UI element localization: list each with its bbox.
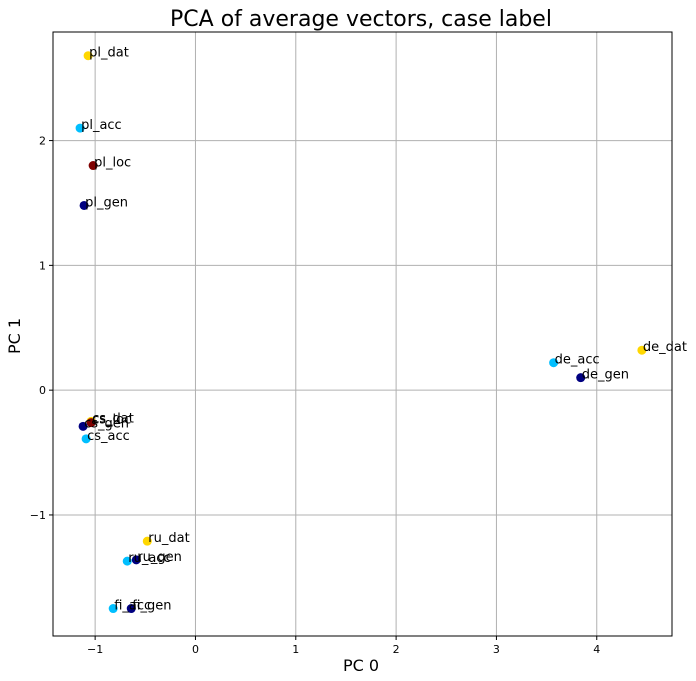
point-label-ru-gen: ru_gen [137, 550, 182, 565]
data-point-cs-gen [78, 421, 88, 431]
data-point-fi-acc [108, 604, 118, 614]
point-label-pl-dat: pl_dat [89, 46, 129, 61]
point-label-fi-gen: fi_gen [132, 599, 171, 614]
plot-area [52, 31, 673, 637]
point-label-ru-acc: ru_acc [128, 551, 170, 566]
point-label-de-dat: de_dat [643, 340, 687, 355]
data-point-pl-acc [75, 123, 85, 133]
x-tick-label: 4 [593, 643, 600, 656]
point-label-pl-gen: pl_gen [85, 195, 128, 210]
x-axis-title: PC 0 [343, 656, 379, 675]
y-tick-label: −1 [30, 509, 46, 522]
x-tick-label: 2 [393, 643, 400, 656]
y-tick-label: 0 [39, 384, 46, 397]
data-point-pl-loc [88, 161, 98, 171]
y-axis-title: PC 1 [5, 318, 24, 354]
data-point-fi-gen [126, 604, 136, 614]
point-label-de-acc: de_acc [555, 353, 600, 368]
x-tick-label: 3 [493, 643, 500, 656]
grid-lines [53, 32, 672, 636]
data-point-pl-gen [79, 200, 89, 210]
y-tick-label: 1 [39, 259, 46, 272]
x-tick-label: 0 [192, 643, 199, 656]
data-point-ru-dat [142, 536, 152, 546]
data-point-cs-loc [86, 418, 96, 428]
point-label-cs-acc: cs_acc [87, 429, 130, 444]
data-point-de-gen [576, 373, 586, 383]
data-point-pl-dat [83, 51, 93, 61]
point-label-cs-loc: cs_loc [92, 413, 131, 428]
data-point-cs-acc [81, 434, 91, 444]
point-label-pl-acc: pl_acc [81, 118, 122, 133]
chart-title: PCA of average vectors, case label [170, 7, 552, 32]
y-tick-label: 2 [39, 135, 46, 148]
point-label-cs-gen: cs_gen [84, 416, 129, 431]
data-point-de-acc [549, 358, 559, 368]
data-point-de-dat [637, 345, 647, 355]
point-label-de-gen: de_gen [582, 368, 629, 383]
data-points [75, 51, 647, 614]
point-label-fi-acc: fi_acc [114, 599, 151, 614]
axis-ticks: −1 0 1 2 3 4 −1 0 1 2 [30, 135, 600, 656]
point-labels: pl_dat pl_acc pl_loc pl_gen de_dat de_accde_g… [81, 46, 687, 614]
x-tick-label: 1 [292, 643, 299, 656]
point-label-cs-dat: cs_dat [92, 411, 134, 426]
data-point-ru-gen [131, 555, 141, 565]
x-tick-label: −1 [87, 643, 103, 656]
point-label-ru-dat: ru_dat [148, 531, 189, 546]
data-point-ru-acc [122, 556, 132, 566]
point-label-pl-loc: pl_loc [94, 156, 131, 171]
